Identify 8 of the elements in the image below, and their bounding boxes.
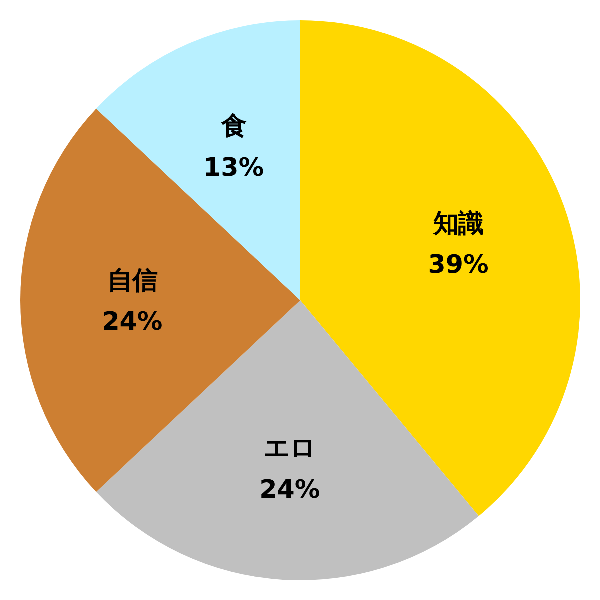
slice-label: 自信 — [108, 264, 158, 295]
data-label: 24% — [102, 306, 163, 336]
data-label: 39% — [428, 249, 489, 280]
slice-label: エロ — [264, 432, 316, 463]
data-label: 24% — [260, 474, 320, 504]
data-label: 13% — [203, 152, 264, 182]
slice-label: 食 — [220, 110, 246, 141]
slice-label: 知識 — [432, 208, 484, 238]
